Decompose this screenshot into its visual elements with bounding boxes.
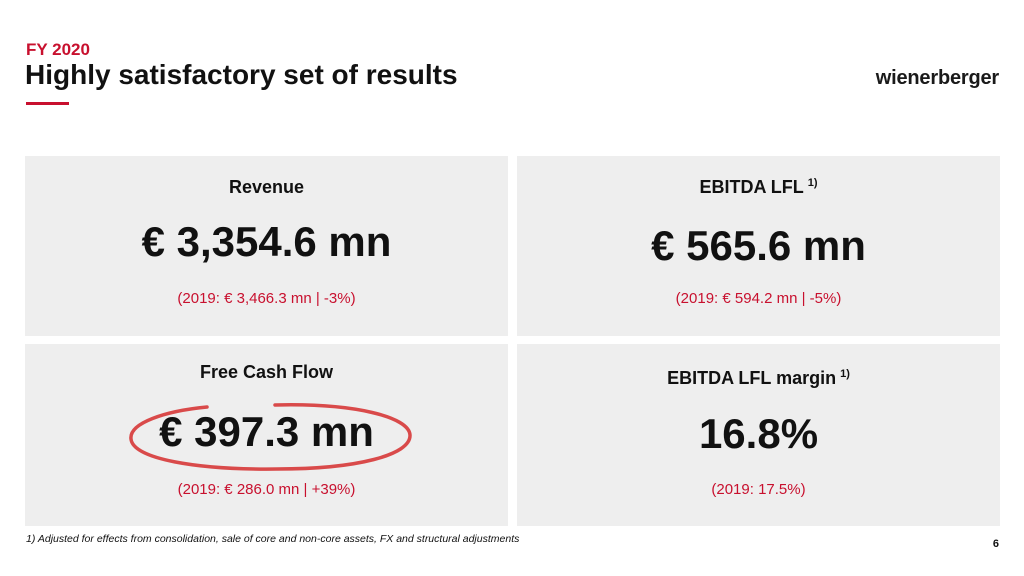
revenue-label: Revenue xyxy=(228,177,305,197)
page-number: 6 xyxy=(992,538,999,550)
footnote: 1) Adjusted for effects from consolidati… xyxy=(26,533,520,545)
page-title: Highly satisfactory set of results xyxy=(25,59,458,90)
ebitda-lfl-card: EBITDA LFL 1) € 565.6 mn (2019: € 594.2 m… xyxy=(517,156,1000,336)
revenue-comparison: (2019: € 3,466.3 mn | -3%) xyxy=(177,290,356,307)
free-cash-flow-comparison: (2019: € 286.0 mn | +39%) xyxy=(177,481,356,498)
wienerberger-logo: wienerberger xyxy=(875,67,999,89)
ebitda-lfl-margin-card: EBITDA LFL margin 1) 16.8% (2019: 17.5%) xyxy=(517,344,1000,526)
ebitda-lfl-margin-label: EBITDA LFL margin 1) xyxy=(667,368,850,388)
revenue-card: Revenue € 3,354.6 mn (2019: € 3,466.3 mn… xyxy=(25,156,508,336)
free-cash-flow-card: Free Cash Flow € 397.3 mn (2019: € 286.0… xyxy=(25,344,508,526)
ebitda-lfl-margin-value: 16.8% xyxy=(698,410,819,457)
footnote-ref: 1) xyxy=(807,177,818,189)
free-cash-flow-value: € 397.3 mn xyxy=(159,408,374,455)
ebitda-lfl-margin-comparison: (2019: 17.5%) xyxy=(711,481,806,498)
kicker: FY 2020 xyxy=(26,40,90,59)
title-underline xyxy=(26,102,69,105)
ebitda-lfl-label: EBITDA LFL 1) xyxy=(699,177,818,197)
revenue-value: € 3,354.6 mn xyxy=(141,218,392,265)
free-cash-flow-label: Free Cash Flow xyxy=(199,362,334,382)
ebitda-lfl-comparison: (2019: € 594.2 mn | -5%) xyxy=(675,290,842,307)
ebitda-lfl-value: € 565.6 mn xyxy=(651,222,866,269)
footnote-ref: 1) xyxy=(840,368,850,380)
